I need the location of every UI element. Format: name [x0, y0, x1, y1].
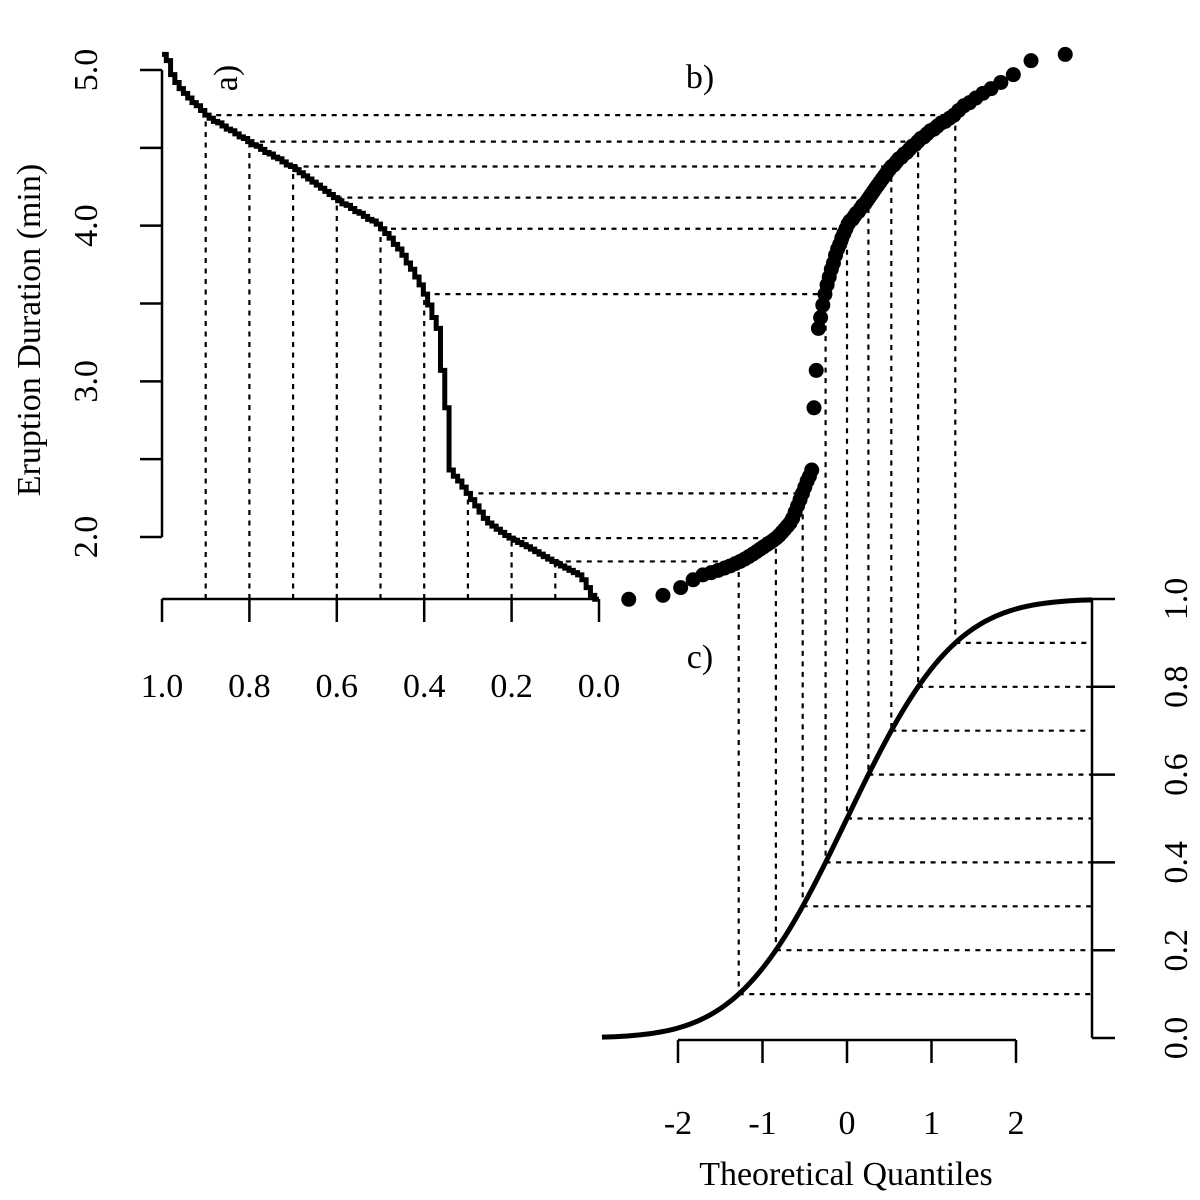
qq-point — [673, 580, 689, 596]
x-tick-label-c: -2 — [664, 1105, 692, 1142]
y-tick-label-a: 4.0 — [68, 204, 105, 247]
qq-point — [621, 591, 637, 607]
y-tick-label-a: 2.0 — [68, 516, 105, 559]
qq-point — [804, 462, 820, 478]
y-tick-label-c: 1.0 — [1158, 578, 1195, 621]
qq-point — [813, 310, 829, 326]
x-tick-label-a: 0.4 — [403, 668, 446, 705]
x-tick-label-a: 0.6 — [316, 668, 359, 705]
panel-label-b: b) — [686, 59, 714, 96]
x-tick-label-a: 1.0 — [141, 668, 184, 705]
ecdf-curve — [162, 51, 599, 602]
normal-cdf-curve — [601, 597, 1093, 1040]
qq-points — [621, 46, 1073, 607]
panel-label-c: c) — [687, 639, 713, 676]
guide-lines — [204, 114, 1092, 996]
y-tick-label-a: 3.0 — [68, 360, 105, 403]
x-tick-label-c: -1 — [748, 1105, 776, 1142]
x-tick-label-c: 2 — [1008, 1105, 1025, 1142]
qq-point — [808, 362, 824, 378]
y-tick-label-c: 0.8 — [1158, 666, 1195, 709]
qq-point — [1057, 46, 1073, 62]
x-tick-label-c: 0 — [839, 1105, 856, 1142]
qq-point — [806, 400, 822, 416]
y-axis-title: Eruption Duration (min) — [11, 164, 48, 496]
qq-point — [1005, 67, 1021, 83]
y-tick-label-c: 0.6 — [1158, 753, 1195, 796]
x-tick-label-a: 0.2 — [490, 668, 533, 705]
qq-point — [1023, 53, 1039, 69]
y-tick-label-c: 0.2 — [1158, 929, 1195, 972]
x-tick-label-c: 1 — [923, 1105, 940, 1142]
qq-point — [993, 74, 1009, 90]
qq-point — [655, 587, 671, 603]
y-tick-label-c: 0.0 — [1158, 1017, 1195, 1060]
panel-label-a: a) — [208, 65, 245, 91]
x-axis-title: Theoretical Quantiles — [699, 1156, 993, 1193]
x-tick-label-a: 0.0 — [578, 668, 621, 705]
y-tick-label-c: 0.4 — [1158, 841, 1195, 884]
axes: 2.0 3.0 4.0 5.0 1.0 0.8 0.6 0.4 0.2 0.0 0.0 0.2 0.4 0… — [68, 49, 1195, 1142]
x-tick-label-a: 0.8 — [228, 668, 271, 705]
y-tick-label-a: 5.0 — [68, 49, 105, 92]
